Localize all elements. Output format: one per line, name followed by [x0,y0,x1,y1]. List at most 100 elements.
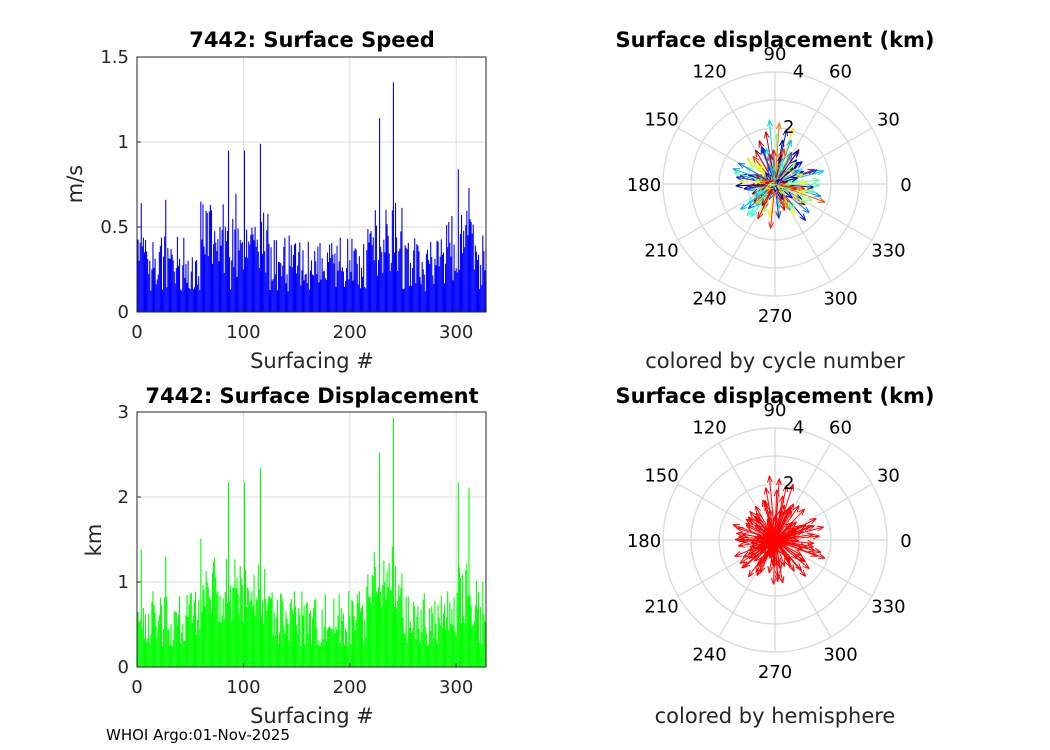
speed-ytick-label: 0 [118,302,129,323]
ph-arrowhead [778,550,785,556]
ph-arrowhead [750,542,758,545]
ph-arrow [745,525,776,541]
ph-arrowhead [745,525,754,527]
ph-arrowhead [768,566,774,574]
pc-arrowhead [786,139,792,146]
pc-arrowhead [786,201,789,209]
pc-arrowhead [773,133,778,141]
speed-panel: 7442: Surface Speed Surfacing # m/s 0 100… [63,28,487,373]
ph-arrowhead [734,551,741,557]
ph-arrowhead [774,517,779,525]
disp-xtick-label: 100 [226,677,260,698]
ph-arrowhead [792,525,800,528]
pc-arrowhead [755,200,762,205]
ph-arrowhead [758,541,766,545]
ph-arrowhead [771,540,778,547]
speed-xtick-label: 100 [226,322,260,343]
ph-arrow [734,539,776,557]
ph-angle-label: 30 [877,466,900,487]
ph-arrowhead [748,572,755,578]
pc-angle-label: 60 [829,62,852,83]
pc-arrowhead [765,148,767,156]
ph-angle-label: 270 [758,662,792,683]
ph-arrowhead [779,533,787,536]
pc-arrowhead [816,169,824,172]
ph-arrowhead [790,556,798,560]
pc-arrowhead [747,202,752,210]
ph-arrowhead [780,510,786,517]
disp-bars [137,417,487,667]
ph-arrowhead [809,546,816,552]
pc-arrowhead [778,211,782,219]
ph-arrowhead [747,569,751,577]
ph-arrowhead [757,561,764,567]
pc-arrowhead [779,148,785,155]
ph-arrowhead [784,524,792,528]
pc-arrowhead [748,205,755,210]
ph-arrow [736,527,776,541]
pc-arrowhead [789,161,797,166]
ph-arrowhead [796,505,800,513]
disp-xtick-label: 0 [131,677,142,698]
pc-arrowhead [764,131,767,139]
ph-arrowhead [802,569,807,577]
pc-arrow [774,150,799,185]
pc-arrowhead [797,173,804,179]
ph-arrowhead [813,535,820,540]
ph-arrowhead [785,505,792,512]
ph-arrowhead [749,510,757,516]
pc-arrowhead [748,182,755,187]
pc-arrowhead [735,182,743,187]
pc-arrowhead [746,188,754,191]
ph-arrowhead [755,524,761,531]
pc-arrowhead [776,196,782,203]
pc-arrowhead [783,148,786,156]
polar-cycle-caption: colored by cycle number [645,349,905,373]
ph-angle-label: 240 [692,644,726,665]
pc-arrowhead [770,149,774,157]
ph-arrowhead [776,508,782,516]
pc-arrowhead [791,177,799,183]
pc-arrowhead [781,187,786,195]
speed-xtick-label: 200 [333,322,367,343]
pc-arrowhead [765,131,770,138]
ph-arrowhead [782,548,785,556]
pc-arrowhead [775,212,780,219]
pc-arrowhead [786,151,793,158]
ph-arrowhead [800,546,808,549]
ph-arrowhead [798,524,806,527]
ph-arrowhead [768,551,771,559]
pc-arrowhead [796,193,803,200]
ph-arrowhead [745,518,751,526]
pc-arrowhead [761,181,769,186]
ph-angle-label: 300 [823,644,857,665]
ph-arrowhead [778,478,782,486]
disp-xlabel: Surfacing # [250,704,374,728]
ph-arrowhead [807,542,815,546]
ph-arrowhead [755,567,762,573]
ph-angle-label: 210 [644,597,678,618]
ph-arrowhead [814,547,822,553]
ph-arrowhead [780,508,783,516]
ph-arrowhead [787,527,795,530]
ph-arrowhead [738,545,746,548]
polar-cycle-title: Surface displacement (km) [615,28,934,52]
pc-arrowhead [757,211,760,220]
pc-arrow [765,148,776,185]
ph-arrowhead [747,516,752,524]
ph-radial-label: 2 [783,473,794,494]
ph-arrow [768,475,776,541]
polar-hemi-panel: 0 30 60 90 120 150 180 210 240 270 300 330 2 4 Surfac… [615,384,934,728]
ph-arrowhead [739,557,745,564]
ph-arrowhead [770,559,774,567]
pc-arrowhead [773,166,778,174]
pc-arrow [757,183,776,220]
ph-arrowhead [741,532,749,535]
pc-arrowhead [808,191,816,194]
pc-arrowhead [777,154,782,162]
ph-arrowhead [756,535,764,541]
ph-arrowhead [761,535,769,539]
ph-arrowhead [813,551,822,554]
ph-arrowhead [804,525,811,532]
ph-arrowhead [743,564,751,569]
